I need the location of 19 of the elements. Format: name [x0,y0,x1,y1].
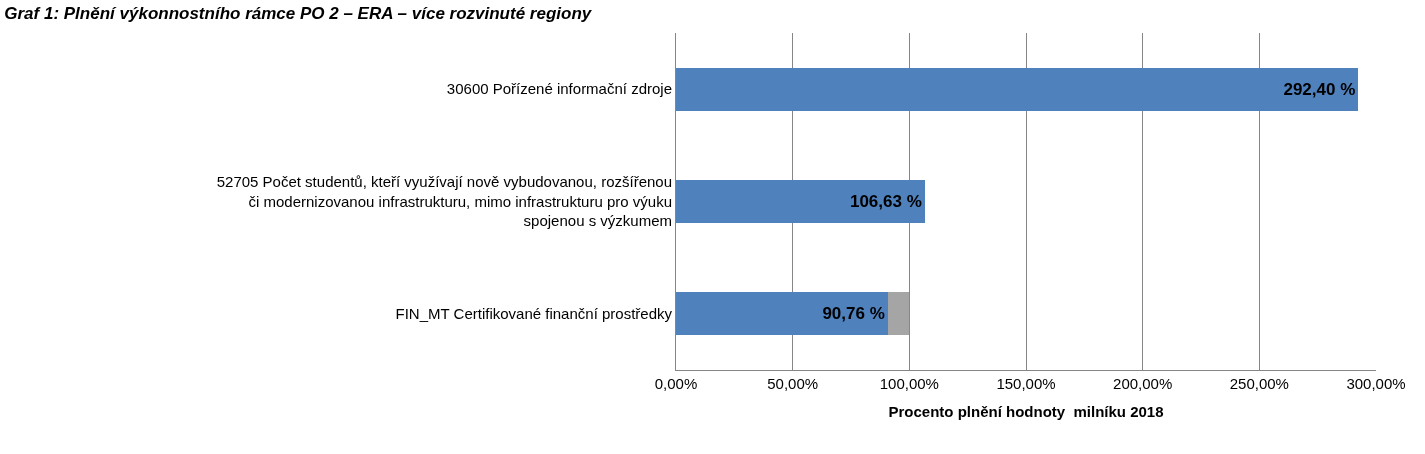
bar [676,180,925,223]
data-label: 292,40 % [1283,79,1356,99]
x-tick-label: 150,00% [996,375,1056,392]
text: Graf 1: Plnění výkonnostního rámce PO 2 – ERA – více rozvinuté regiony [4,3,593,23]
y-tick-label: FIN_MT Certifikované finanční prostředky [395,305,673,323]
x-tick-label: 200,00% [1113,375,1173,392]
data-label: 90,76 % [822,304,885,324]
bar [676,67,1359,111]
x-tick-label: 250,00% [1229,375,1289,392]
data-label: 106,63 % [849,192,922,211]
y-tick-label: 52705 Počet studentů, kteří využívají nově vybudovanou, rozšířenou či modernizovanou infrastrukturu, mimo infrastrukturu pro výuku spojenou s výzkumem [216,173,672,230]
y-tick-label: 30600 Pořízené informační zdroje [446,80,672,98]
bar [676,292,888,336]
bar [887,292,910,336]
x-tick-label: 300,00% [1346,375,1406,392]
x-tick-label: 0,00% [654,375,698,392]
x-tick-label: 50,00% [767,375,819,392]
x-tick-label: 100,00% [879,375,939,392]
x-axis-title: Procento plnění hodnoty milníku 2018 [888,403,1164,420]
